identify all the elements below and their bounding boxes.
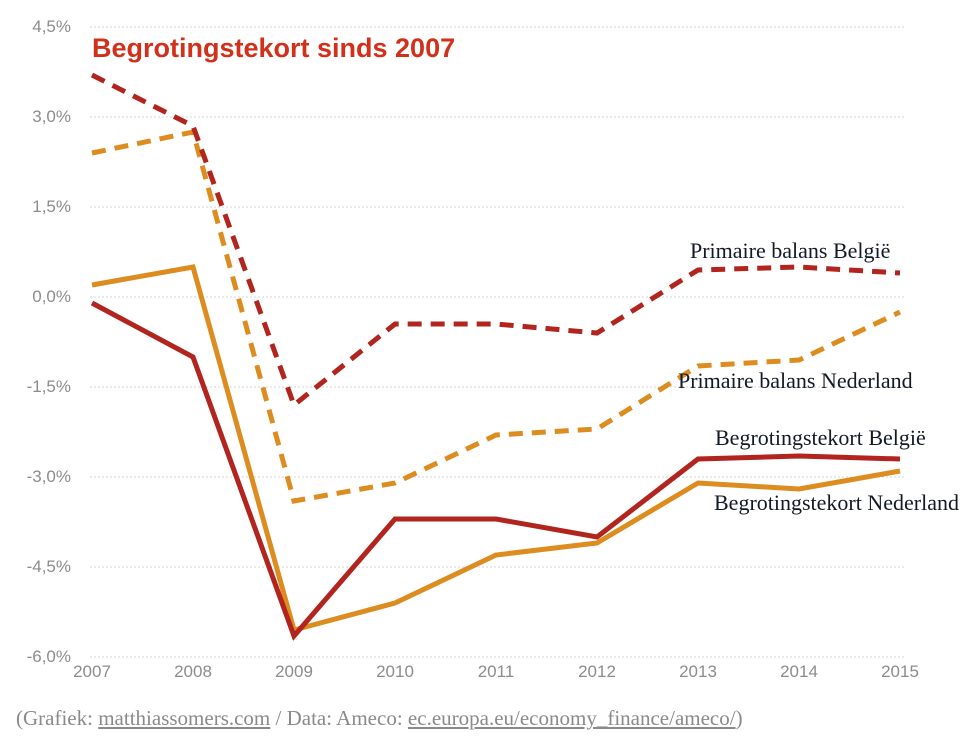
y-tick-label: -3,0% (26, 467, 71, 486)
series-line-begrotingstekort-nederland (91, 264, 901, 634)
series-label-primaire-balans-nederland: Primaire balans Nederland (678, 368, 913, 393)
x-tick-label: 2011 (477, 662, 515, 681)
x-tick-label: 2009 (275, 662, 313, 681)
x-tick-label: 2015 (881, 662, 919, 681)
series-line-primaire-balans-nederland (91, 129, 902, 504)
attribution-suffix: ) (735, 706, 743, 730)
attribution-link-matthiassomers[interactable]: matthiassomers.com (98, 706, 271, 730)
y-tick-label: -6,0% (26, 647, 71, 666)
x-tick-label: 2007 (73, 662, 111, 681)
y-tick-label: 0,0% (32, 287, 71, 306)
series-label-begrotingstekort-nederland: Begrotingstekort Nederland (714, 490, 959, 515)
series-line-begrotingstekort-belgie (90, 300, 901, 641)
y-tick-label: -1,5% (26, 377, 71, 396)
x-tick-label: 2010 (376, 662, 414, 681)
y-tick-label: 4,5% (32, 17, 71, 36)
series-label-begrotingstekort-belgie: Begrotingstekort België (715, 425, 926, 450)
attribution-prefix: (Grafiek: (16, 706, 99, 730)
x-tick-label: 2008 (174, 662, 212, 681)
attribution-link-ameco[interactable]: ec.europa.eu/economy_finance/ameco/ (407, 706, 736, 730)
y-tick-label: 1,5% (32, 197, 71, 216)
x-tick-label: 2012 (578, 662, 616, 681)
attribution: (Grafiek: matthiassomers.com / Data: Ame… (16, 705, 743, 731)
y-tick-label: -4,5% (26, 557, 71, 576)
y-tick-label: 3,0% (32, 107, 71, 126)
series-line-primaire-balans-belgie (90, 72, 901, 410)
series-label-primaire-balans-belgie: Primaire balans België (690, 238, 891, 263)
x-tick-label: 2013 (679, 662, 717, 681)
attribution-middle: / Data: Ameco: (270, 706, 408, 730)
chart-title: Begrotingstekort sinds 2007 (92, 33, 456, 63)
x-tick-label: 2014 (780, 662, 818, 681)
